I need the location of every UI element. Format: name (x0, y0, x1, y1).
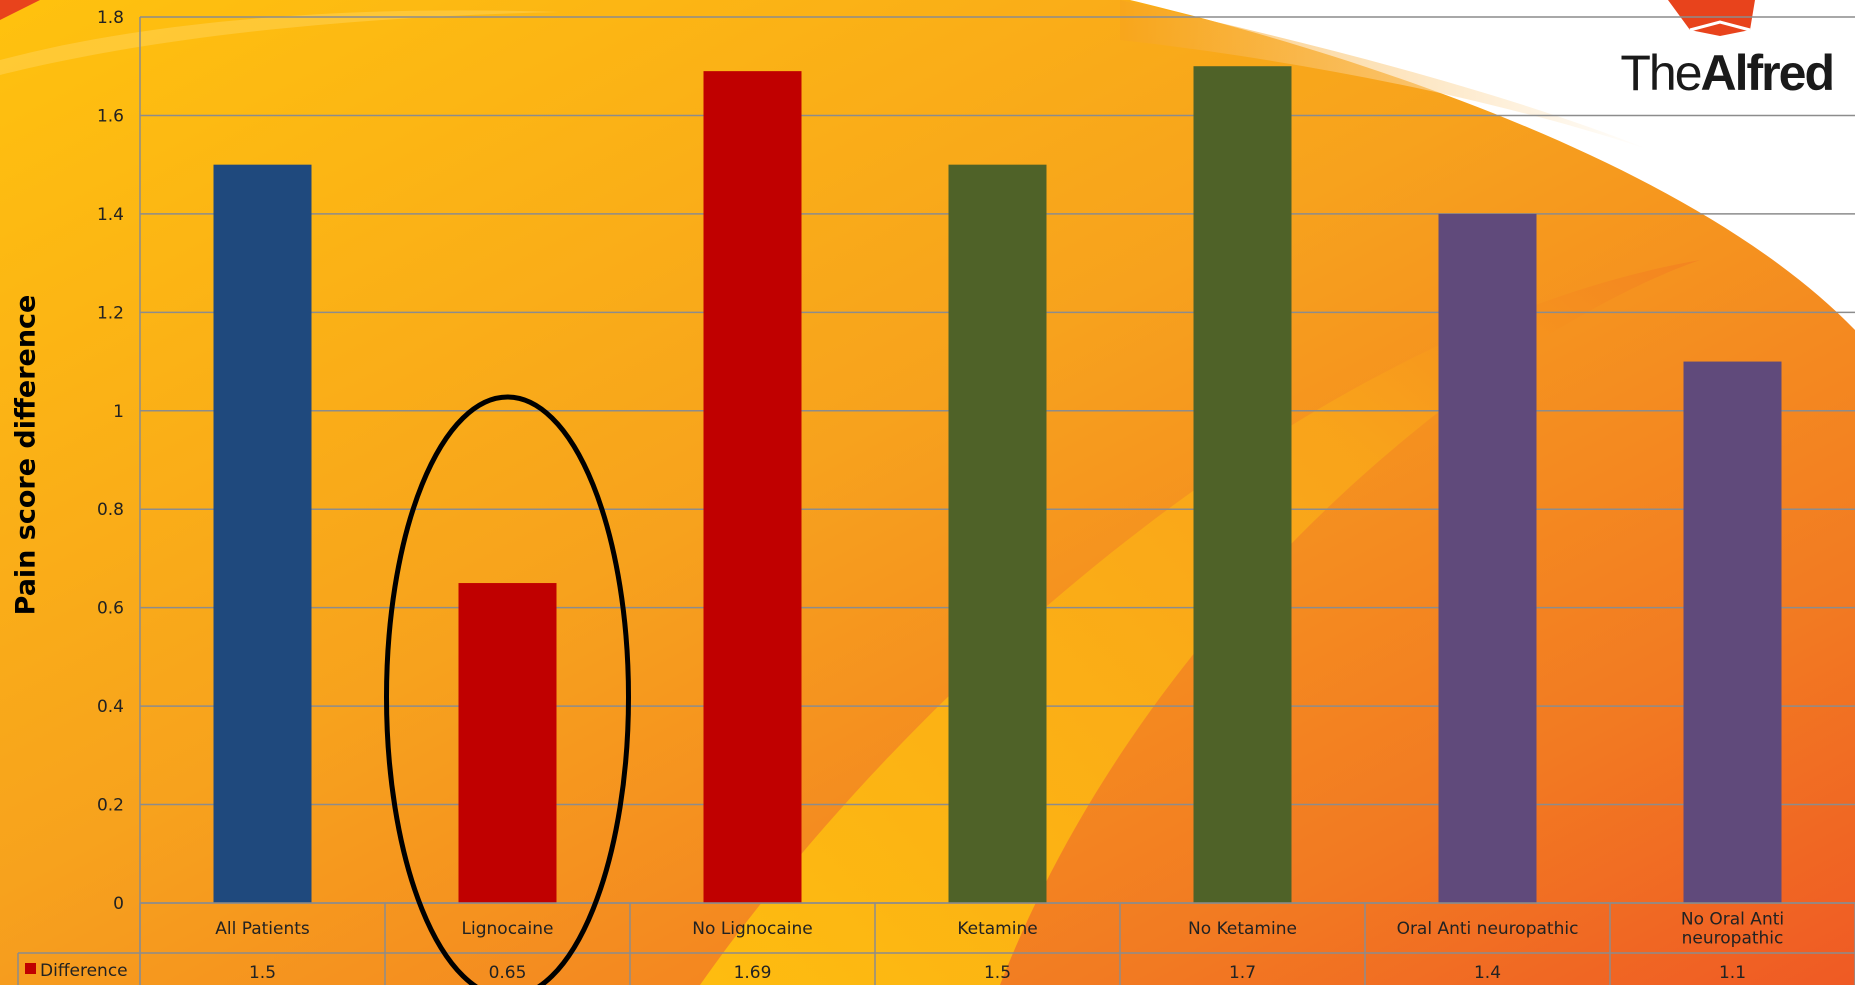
hospital-logo: TheAlfred (1620, 44, 1835, 102)
data-value-label: 1.5 (249, 963, 276, 983)
bar-1 (213, 164, 312, 903)
y-tick-label: 0.6 (97, 599, 124, 619)
y-tick-label: 1.8 (97, 8, 124, 28)
bar-4 (948, 164, 1047, 903)
data-value-label: 1.4 (1474, 963, 1501, 983)
legend-label: Difference (40, 961, 128, 981)
x-tick-label: No Lignocaine (692, 919, 812, 939)
y-tick-label: 0.4 (97, 697, 124, 717)
legend-key (25, 963, 36, 974)
x-tick-label: Ketamine (957, 919, 1037, 939)
x-tick-label: Lignocaine (462, 919, 554, 939)
y-tick-label: 0 (113, 894, 124, 914)
x-tick-label: No Ketamine (1188, 919, 1297, 939)
data-value-label: 0.65 (489, 963, 527, 983)
bar-3 (703, 71, 802, 903)
logo-text-bold: Alfred (1700, 45, 1835, 101)
bar-7 (1683, 361, 1782, 903)
bar-2 (458, 583, 557, 903)
x-tick-label: No Oral Anti neuropathic (1681, 910, 1784, 949)
y-tick-label: 1 (113, 402, 124, 422)
highlight-ellipse (384, 394, 631, 985)
x-tick-label: All Patients (215, 919, 310, 939)
data-value-label: 1.69 (734, 963, 772, 983)
data-value-label: 1.5 (984, 963, 1011, 983)
data-value-label: 1.7 (1229, 963, 1256, 983)
logo-text-prefix: The (1620, 45, 1702, 101)
y-tick-label: 0.8 (97, 500, 124, 520)
y-tick-label: 1.6 (97, 106, 124, 126)
bar-6 (1438, 213, 1537, 903)
y-tick-label: 1.4 (97, 205, 124, 225)
y-tick-label: 0.2 (97, 796, 124, 816)
x-tick-label: Oral Anti neuropathic (1397, 919, 1579, 939)
bar-5 (1193, 66, 1292, 903)
data-value-label: 1.1 (1719, 963, 1746, 983)
y-tick-label: 1.2 (97, 303, 124, 323)
